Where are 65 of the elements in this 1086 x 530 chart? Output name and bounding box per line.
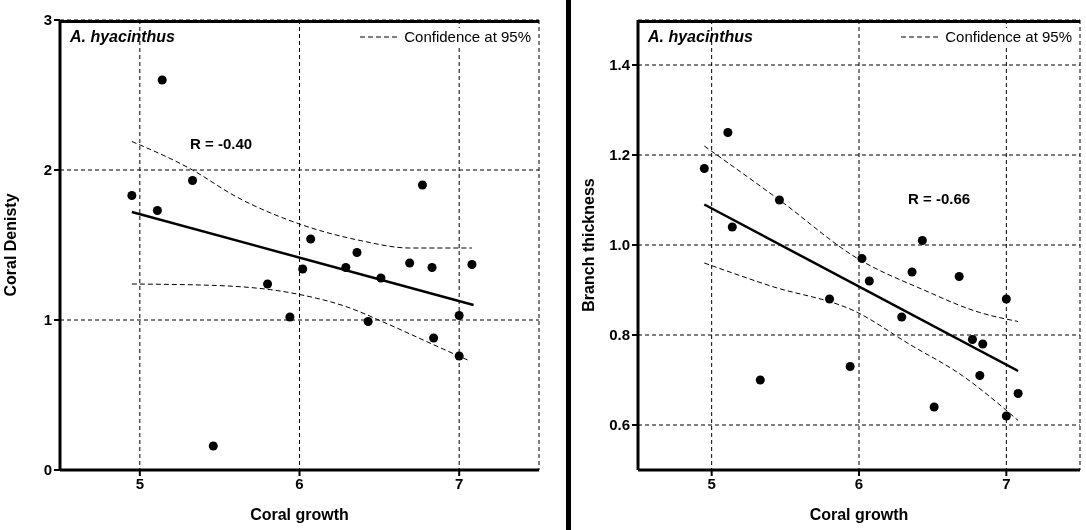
point <box>427 262 437 273</box>
x-axis-title: Coral growth <box>250 506 349 523</box>
point <box>1001 411 1011 421</box>
y-tick-label: 1 <box>43 311 52 329</box>
y-tick-label: 1.4 <box>609 56 631 74</box>
point <box>306 234 316 244</box>
point <box>429 333 439 343</box>
x-tick-label: 5 <box>135 474 145 492</box>
point <box>1001 294 1011 304</box>
point <box>774 195 784 205</box>
point <box>825 294 835 304</box>
point <box>727 222 737 232</box>
point <box>467 259 477 270</box>
y-tick-label: 0 <box>43 461 52 479</box>
y-tick-label: 1.2 <box>609 146 630 164</box>
point <box>897 312 907 322</box>
point <box>917 235 927 246</box>
point <box>954 271 964 282</box>
point <box>157 75 167 85</box>
point <box>341 262 351 273</box>
point <box>363 316 373 327</box>
x-tick-label: 6 <box>295 474 304 492</box>
point <box>405 258 415 268</box>
x-tick-label: 6 <box>854 474 864 492</box>
y-axis-title: Branch thickness <box>579 178 597 312</box>
point <box>755 375 765 385</box>
point <box>929 402 939 412</box>
y-axis-title: Coral Denisty <box>1 193 19 297</box>
annotation: R = -0.40 <box>190 135 253 152</box>
point <box>352 247 362 258</box>
point <box>127 190 137 201</box>
point <box>454 351 464 361</box>
point <box>208 441 218 451</box>
point <box>978 339 988 349</box>
y-tick-label: 1.0 <box>609 236 630 254</box>
point <box>857 253 867 264</box>
point <box>967 334 977 345</box>
point <box>699 163 709 174</box>
text: A. hyacinthus <box>648 28 753 46</box>
x-axis-title: Coral growth <box>809 506 909 523</box>
point <box>1013 388 1023 399</box>
point <box>285 312 295 322</box>
point <box>263 279 273 289</box>
point <box>188 175 198 186</box>
y-tick-label: 0.8 <box>609 326 630 344</box>
point <box>376 273 386 283</box>
legend-label: Confidence at 95% <box>404 28 531 45</box>
point <box>298 264 308 274</box>
point <box>975 370 985 381</box>
y-tick-label: 0.6 <box>609 416 630 434</box>
point <box>723 127 733 138</box>
x-tick-label: 7 <box>454 474 464 492</box>
text: A. hyacinthus <box>70 28 175 46</box>
point <box>152 205 162 216</box>
x-tick-label: 5 <box>707 474 716 492</box>
point <box>845 361 855 372</box>
point <box>417 180 427 190</box>
x-tick-label: 7 <box>1002 474 1011 492</box>
point <box>907 267 917 277</box>
legend-label: Confidence at 95% <box>945 28 1072 45</box>
y-tick-label: 2 <box>43 161 52 179</box>
point <box>864 276 874 286</box>
annotation: R = -0.66 <box>908 190 971 207</box>
point <box>454 310 464 321</box>
y-tick-label: 3 <box>43 11 52 29</box>
